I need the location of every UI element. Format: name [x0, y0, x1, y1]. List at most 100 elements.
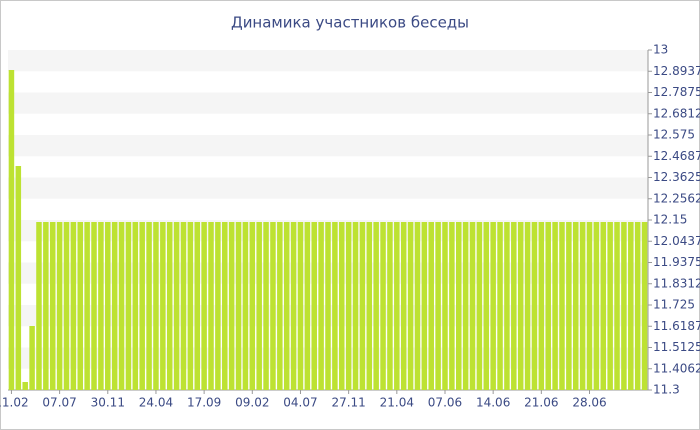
bar: [63, 222, 70, 390]
bar: [153, 222, 159, 390]
bar: [628, 222, 634, 390]
y-tick-label: 11.5125: [653, 340, 700, 354]
y-tick-label: 11.3: [653, 383, 680, 397]
bar: [407, 222, 414, 390]
bar: [359, 222, 366, 390]
bar: [614, 222, 620, 390]
x-tick-label: 28.06: [572, 396, 606, 410]
y-tick-label: 12.6812: [653, 106, 700, 120]
bar: [511, 222, 517, 390]
x-tick-label: 07.07: [42, 396, 76, 410]
bar: [84, 222, 90, 390]
bar: [538, 222, 545, 390]
bar: [222, 222, 228, 390]
bar: [208, 222, 214, 390]
x-tick-label: 21.04: [380, 396, 414, 410]
bar: [91, 222, 97, 390]
bar: [366, 222, 373, 390]
x-tick-label: 21.06: [524, 396, 558, 410]
bar: [290, 222, 297, 390]
bar: [105, 222, 111, 390]
bar: [566, 222, 572, 390]
bar: [621, 222, 627, 390]
bar: [373, 222, 379, 390]
bar: [283, 222, 290, 390]
bar: [490, 222, 496, 390]
bar: [352, 222, 359, 390]
y-tick-label: 12.8937: [653, 64, 700, 78]
y-tick-label: 11.4062: [653, 361, 700, 375]
bar: [297, 222, 304, 390]
bar: [339, 222, 345, 390]
grid-stripe: [8, 135, 648, 157]
bar: [524, 222, 531, 390]
bar: [139, 222, 145, 390]
bar: [394, 222, 400, 390]
bar: [98, 222, 104, 390]
bar: [77, 222, 84, 390]
bar: [22, 382, 28, 390]
bar: [256, 222, 262, 390]
bar: [579, 222, 586, 390]
bar: [476, 222, 483, 390]
y-tick-label: 12.4687: [653, 149, 700, 163]
x-tick-label: 14.06: [476, 396, 510, 410]
bar: [325, 222, 331, 390]
bar: [132, 222, 139, 390]
bar: [173, 222, 180, 390]
bar: [15, 166, 22, 390]
bar: [607, 222, 613, 390]
bar: [593, 222, 600, 390]
bar: [125, 222, 132, 390]
bar: [462, 222, 469, 390]
bar: [469, 222, 476, 390]
bar: [572, 222, 579, 390]
bar: [414, 222, 421, 390]
bar: [641, 222, 648, 390]
grid-stripe: [8, 92, 648, 114]
bar: [118, 222, 125, 390]
bar: [201, 222, 207, 390]
y-tick-label: 11.6187: [653, 319, 700, 333]
bar: [517, 222, 524, 390]
bar: [187, 222, 194, 390]
y-tick-label: 12.0437: [653, 234, 700, 248]
bar: [586, 222, 593, 390]
x-tick-label: 30.11: [91, 396, 125, 410]
grid-stripe: [8, 50, 648, 72]
bar: [559, 222, 565, 390]
bar: [194, 222, 200, 390]
y-tick-label: 11.9375: [653, 255, 700, 269]
bar: [449, 222, 455, 390]
bar: [456, 222, 462, 390]
y-tick-label: 12.7875: [653, 85, 700, 99]
bar: [497, 222, 503, 390]
bar: [311, 222, 317, 390]
bar: [249, 222, 256, 390]
bar: [160, 222, 166, 390]
bar: [235, 222, 242, 390]
bar: [428, 222, 434, 390]
bar: [8, 70, 15, 390]
bar: [111, 222, 118, 390]
bar: [29, 326, 35, 390]
bar: [400, 222, 407, 390]
bar: [304, 222, 311, 390]
bar: [504, 222, 510, 390]
bar: [36, 222, 42, 390]
x-tick-label: 17.09: [187, 396, 221, 410]
bar: [215, 222, 221, 390]
bar: [483, 222, 490, 390]
bar: [146, 222, 152, 390]
bar: [332, 222, 338, 390]
grid-stripe: [8, 177, 648, 199]
x-tick-label: 07.06: [428, 396, 462, 410]
bar: [634, 222, 641, 390]
bar: [531, 222, 538, 390]
bar: [552, 222, 558, 390]
bar: [70, 222, 77, 390]
bar: [277, 222, 283, 390]
x-tick-label: 11.02: [0, 396, 29, 410]
y-tick-label: 12.3625: [653, 170, 700, 184]
bar: [318, 222, 324, 390]
